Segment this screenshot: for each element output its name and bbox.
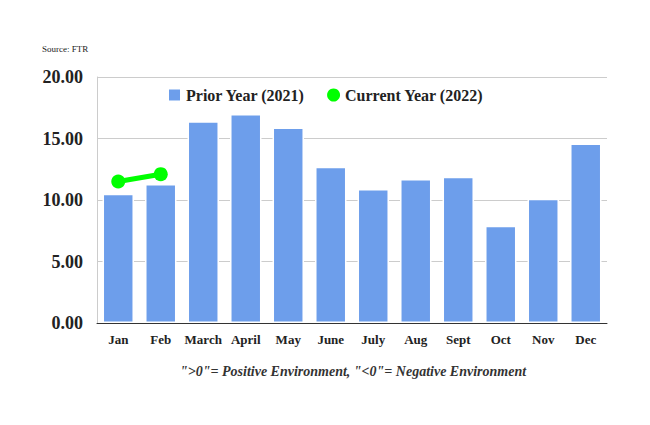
- svg-text:April: April: [231, 332, 261, 347]
- svg-text:10.00: 10.00: [43, 190, 84, 210]
- svg-text:Aug: Aug: [404, 332, 428, 347]
- svg-text:5.00: 5.00: [52, 252, 84, 272]
- svg-text:Current Year (2022): Current Year (2022): [345, 87, 482, 105]
- svg-text:March: March: [185, 332, 223, 347]
- svg-text:June: June: [317, 332, 344, 347]
- svg-text:Source: FTR: Source: FTR: [42, 44, 88, 54]
- svg-text:Sept: Sept: [446, 332, 471, 347]
- svg-text:Jan: Jan: [108, 332, 129, 347]
- svg-text:Nov: Nov: [532, 332, 555, 347]
- svg-text:Feb: Feb: [150, 332, 171, 347]
- svg-text:">0"= Positive Environment, "<: ">0"= Positive Environment, "<0"= Negati…: [180, 364, 527, 379]
- svg-text:20.00: 20.00: [43, 67, 84, 87]
- svg-text:July: July: [361, 332, 385, 347]
- svg-text:Oct: Oct: [491, 332, 512, 347]
- svg-text:Dec: Dec: [575, 332, 596, 347]
- svg-text:0.00: 0.00: [52, 313, 84, 333]
- svg-text:Prior Year (2021): Prior Year (2021): [186, 87, 304, 105]
- svg-text:15.00: 15.00: [43, 129, 84, 149]
- svg-text:May: May: [276, 332, 302, 347]
